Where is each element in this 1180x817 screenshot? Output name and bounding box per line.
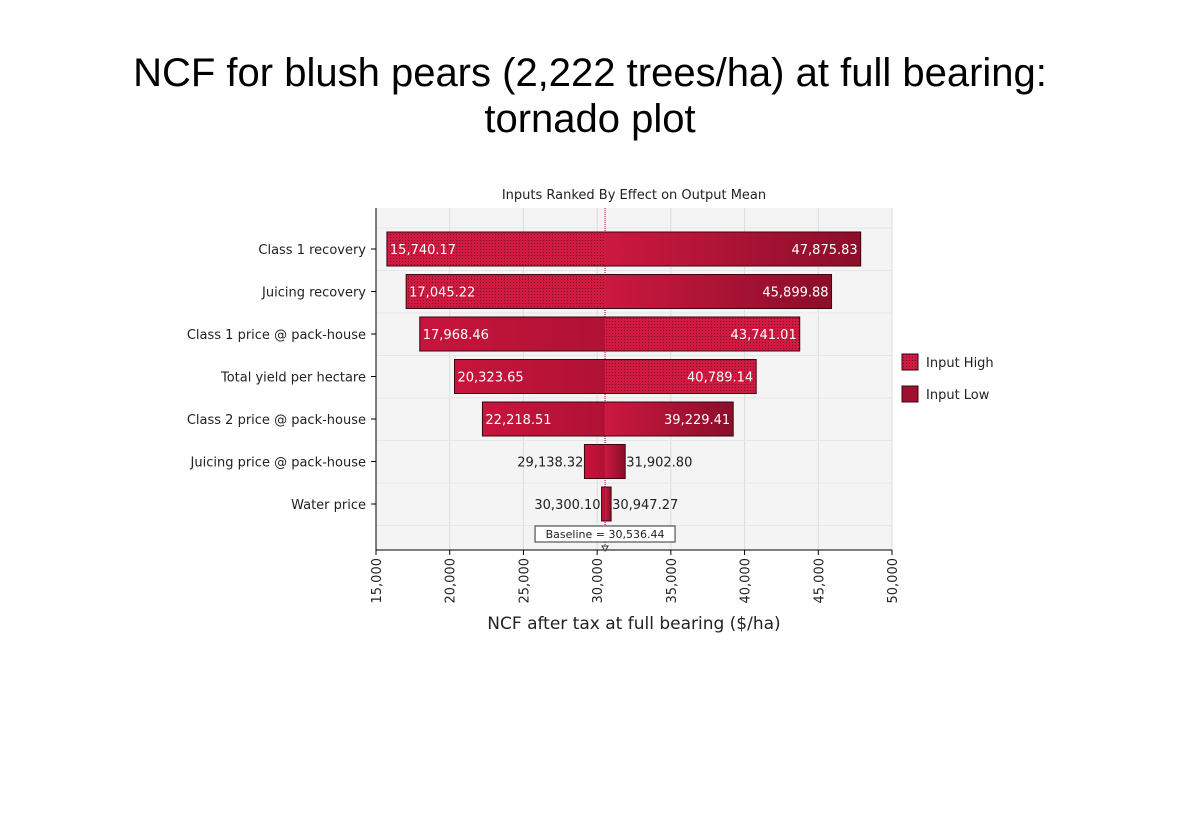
bar-low-segment bbox=[584, 444, 606, 479]
baseline-label: Baseline = 30,536.44 bbox=[546, 528, 665, 541]
baseline-label-box bbox=[534, 525, 676, 543]
category-label: Juicing recovery bbox=[261, 286, 366, 301]
bar-high-segment bbox=[605, 487, 612, 521]
bar-outline bbox=[453, 359, 757, 394]
bar-high-segment bbox=[605, 444, 626, 479]
x-tick-label: 25,000 bbox=[517, 558, 532, 604]
bar-low-segment bbox=[419, 317, 606, 351]
category-label: Water price bbox=[291, 498, 366, 513]
bar-high-segment bbox=[605, 359, 757, 394]
bar-high-label: 39,229.41 bbox=[664, 413, 730, 428]
bar-high-label: 47,875.83 bbox=[792, 243, 858, 258]
x-tick-label: 50,000 bbox=[886, 558, 901, 604]
bar-low-label: 22,218.51 bbox=[485, 413, 551, 428]
slide-title-line1: NCF for blush pears (2,222 trees/ha) at … bbox=[133, 51, 1047, 95]
bar-low-segment bbox=[482, 402, 606, 436]
bar-low-label: 20,323.65 bbox=[457, 371, 523, 386]
category-label: Class 1 recovery bbox=[258, 243, 366, 258]
category-label: Total yield per hectare bbox=[220, 371, 366, 386]
bar-low-label: 30,300.10 bbox=[534, 498, 600, 513]
bar-outline bbox=[583, 444, 626, 479]
category-label: Class 2 price @ pack-house bbox=[187, 413, 366, 428]
x-axis-label: NCF after tax at full bearing ($/ha) bbox=[487, 614, 780, 634]
bar-high-label: 40,789.14 bbox=[687, 371, 753, 386]
category-label: Juicing price @ pack-house bbox=[190, 456, 366, 471]
chart-title: Inputs Ranked By Effect on Output Mean bbox=[502, 188, 766, 203]
bar-outline bbox=[481, 401, 734, 437]
legend-label: Input High bbox=[926, 356, 994, 371]
legend-label: Input Low bbox=[926, 388, 990, 403]
bar-outline bbox=[419, 316, 801, 352]
bar-high-label: 30,947.27 bbox=[612, 498, 678, 513]
x-tick-label: 15,000 bbox=[370, 558, 385, 604]
bar-low-segment bbox=[406, 274, 606, 309]
legend-swatch bbox=[901, 353, 919, 371]
bar-low-label: 17,968.46 bbox=[423, 328, 489, 343]
bar-low-segment bbox=[454, 359, 606, 394]
baseline-marker bbox=[601, 545, 609, 552]
bar-outline bbox=[405, 274, 833, 309]
bar-low-segment bbox=[386, 232, 606, 266]
x-tick-label: 35,000 bbox=[665, 558, 680, 604]
slide-title-line2: tornado plot bbox=[484, 97, 696, 141]
bar-outline bbox=[601, 486, 612, 522]
slide-title: NCF for blush pears (2,222 trees/ha) at … bbox=[0, 50, 1180, 142]
bar-low-label: 17,045.22 bbox=[409, 286, 475, 301]
bar-high-label: 45,899.88 bbox=[762, 286, 828, 301]
x-tick-label: 30,000 bbox=[591, 558, 606, 604]
x-tick-label: 45,000 bbox=[812, 558, 827, 604]
bar-high-label: 31,902.80 bbox=[626, 456, 692, 471]
x-tick-label: 40,000 bbox=[739, 558, 754, 604]
bar-low-label: 15,740.17 bbox=[390, 243, 456, 258]
x-tick-label: 20,000 bbox=[444, 558, 459, 604]
bar-high-label: 43,741.01 bbox=[731, 328, 797, 343]
bar-high-segment bbox=[605, 317, 800, 351]
bar-high-segment bbox=[605, 274, 832, 309]
bar-low-label: 29,138.32 bbox=[517, 456, 583, 471]
bar-high-segment bbox=[605, 232, 861, 266]
bar-low-segment bbox=[601, 487, 606, 521]
bar-outline bbox=[386, 231, 862, 267]
bar-high-segment bbox=[605, 402, 734, 436]
legend-swatch bbox=[901, 385, 919, 403]
category-label: Class 1 price @ pack-house bbox=[187, 328, 366, 343]
